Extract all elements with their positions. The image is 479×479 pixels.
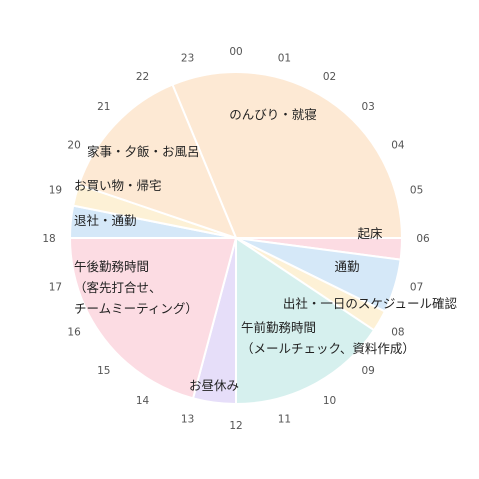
slice-label-line: のんびり・就寝 <box>229 107 317 122</box>
hour-tick-label: 15 <box>97 365 110 377</box>
slice-label: 午後勤務時間 （客先打合せ、チームミーティング） <box>74 259 198 316</box>
hour-tick-label: 01 <box>278 52 291 64</box>
slice-label: 通勤 <box>334 259 359 274</box>
hour-tick-label: 13 <box>181 414 194 426</box>
slice-label: 起床 <box>357 226 383 241</box>
slice-label: お買い物・帰宅 <box>74 178 162 193</box>
hour-tick-label: 06 <box>416 233 430 245</box>
slice-label-line: 出社・一日のスケジュール確認 <box>283 296 458 311</box>
slice-label: 午前勤務時間 （メールチェック、資料作成） <box>241 320 415 356</box>
slice-label-line: チームミーティング） <box>74 301 198 316</box>
hour-tick-label: 02 <box>323 71 336 83</box>
slice-label-line: （客先打合せ、 <box>74 280 162 295</box>
slice-label-line: 起床 <box>357 226 383 241</box>
slice-label-line: 午前勤務時間 <box>241 320 316 335</box>
slice-label-line: 退社・通勤 <box>74 213 137 228</box>
slice-label-line: 午後勤務時間 <box>74 259 149 274</box>
hour-tick-label: 10 <box>323 395 336 407</box>
pie-slice <box>171 71 404 239</box>
hour-tick-label: 00 <box>229 46 242 58</box>
hour-tick-label: 23 <box>181 52 194 64</box>
hour-tick-label: 16 <box>67 327 81 339</box>
hour-tick-label: 12 <box>229 420 242 432</box>
hour-tick-label: 09 <box>362 365 375 377</box>
slice-label-line: （メールチェック、資料作成） <box>241 341 415 356</box>
hour-tick-label: 19 <box>49 185 62 197</box>
hour-tick-label: 11 <box>278 414 291 426</box>
hour-tick-label: 20 <box>67 140 80 152</box>
pie-slice <box>235 236 376 406</box>
hour-tick-label: 03 <box>362 101 375 113</box>
hour-tick-label: 14 <box>136 395 150 407</box>
pie-slice <box>77 83 238 240</box>
slice-label-line: お買い物・帰宅 <box>74 178 162 193</box>
hour-tick-label: 04 <box>391 140 405 152</box>
slice-label-line: 家事・夕飯・お風呂 <box>87 144 200 159</box>
slices-layer <box>68 71 404 406</box>
hour-tick-label: 21 <box>97 101 110 113</box>
hour-tick-label: 08 <box>391 327 404 339</box>
hour-tick-label: 18 <box>42 233 55 245</box>
slice-label: 出社・一日のスケジュール確認 <box>283 296 458 311</box>
slice-label: 退社・通勤 <box>74 213 137 228</box>
slice-label: のんびり・就寝 <box>229 107 317 122</box>
hour-tick-label: 17 <box>49 281 62 293</box>
hour-tick-label: 22 <box>136 71 149 83</box>
hour-tick-label: 05 <box>410 185 423 197</box>
slice-label-line: 通勤 <box>334 259 359 274</box>
pie-slice <box>68 237 238 400</box>
hour-tick-label: 07 <box>410 281 423 293</box>
hour-labels: 00 01 02 03 04 05 06 07 08 09 10 11 12 13 14 15 16 17 18 19… <box>42 46 430 432</box>
slice-label: お昼休み <box>189 378 239 393</box>
slice-label: 家事・夕飯・お風呂 <box>87 144 200 159</box>
slice-label-line: お昼休み <box>189 378 239 393</box>
